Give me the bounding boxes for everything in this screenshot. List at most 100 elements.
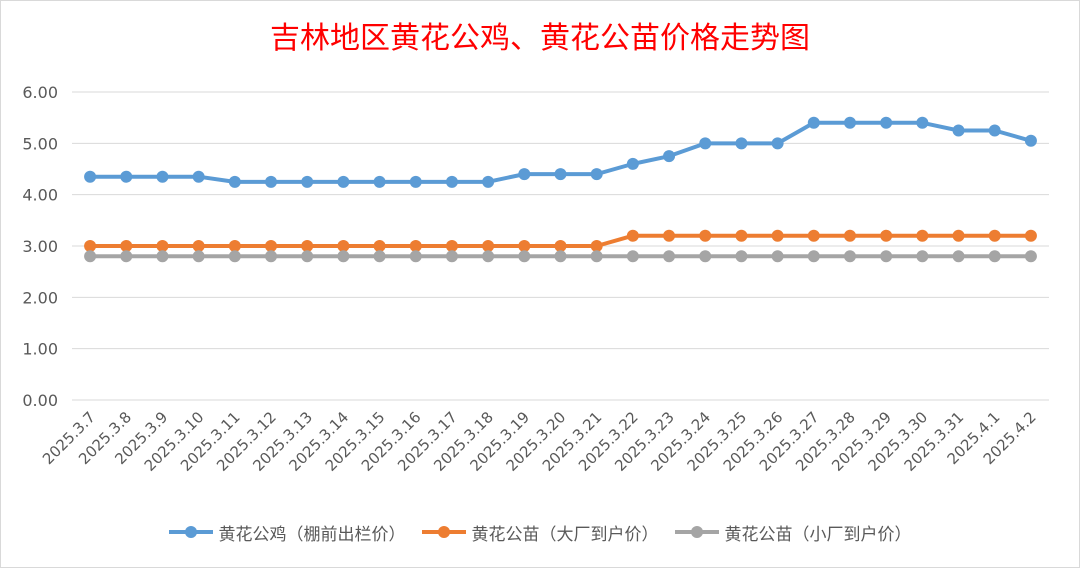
data-point <box>265 250 278 263</box>
data-point <box>988 250 1001 263</box>
data-point <box>445 250 458 263</box>
data-point <box>1024 229 1037 242</box>
series-layer <box>84 116 1037 263</box>
data-point <box>84 250 97 263</box>
data-point <box>554 240 567 252</box>
data-point <box>952 124 965 137</box>
legend-swatch <box>168 526 213 538</box>
data-point <box>988 229 1001 242</box>
legend-swatch <box>674 526 719 538</box>
data-point <box>626 157 639 170</box>
data-point <box>518 168 531 181</box>
y-tick-label: 2.00 <box>22 288 58 307</box>
data-point <box>771 250 784 263</box>
data-point <box>120 250 133 263</box>
data-point <box>228 175 241 188</box>
legend-item-1: 黄花公苗（大厂到户价） <box>421 520 659 545</box>
data-point <box>807 116 820 129</box>
y-tick-label: 4.00 <box>22 186 58 205</box>
data-point <box>735 137 748 150</box>
data-point <box>843 229 856 242</box>
gridlines <box>72 91 1049 401</box>
data-point <box>663 229 676 242</box>
data-point <box>120 240 133 252</box>
data-point <box>445 240 458 252</box>
data-point <box>373 240 386 252</box>
legend-item-2: 黄花公苗（小厂到户价） <box>674 520 912 545</box>
chart-title: 吉林地区黄花公鸡、黄花公苗价格走势图 <box>270 21 810 56</box>
legend-label: 黄花公苗（大厂到户价） <box>471 524 659 545</box>
data-point <box>409 250 422 263</box>
data-point <box>916 229 929 242</box>
data-point <box>518 250 531 263</box>
data-point <box>1024 134 1037 147</box>
series-1 <box>84 229 1037 252</box>
data-point <box>807 229 820 242</box>
data-point <box>735 250 748 263</box>
data-point <box>337 175 350 188</box>
data-point <box>337 240 350 252</box>
data-point <box>663 150 676 163</box>
data-point <box>373 250 386 263</box>
data-point <box>626 250 639 263</box>
data-point <box>699 250 712 263</box>
data-point <box>554 168 567 181</box>
data-point <box>482 175 495 188</box>
data-point <box>916 250 929 263</box>
data-point <box>590 168 603 181</box>
data-point <box>843 250 856 263</box>
y-tick-label: 1.00 <box>22 340 58 359</box>
data-point <box>880 116 893 129</box>
y-axis-ticks: 0.00 1.00 2.00 3.00 4.00 5.00 6.00 <box>22 83 58 410</box>
data-point <box>735 229 748 242</box>
legend-item-0: 黄花公鸡（棚前出栏价） <box>168 520 406 545</box>
data-point <box>409 240 422 252</box>
data-point <box>192 250 205 263</box>
data-point <box>373 175 386 188</box>
data-point <box>301 240 314 252</box>
y-tick-label: 0.00 <box>22 391 58 410</box>
data-point <box>916 116 929 129</box>
legend-swatch <box>421 526 466 538</box>
data-point <box>952 229 965 242</box>
data-point <box>84 170 97 183</box>
data-point <box>590 250 603 263</box>
data-point <box>445 175 458 188</box>
data-point <box>1024 250 1037 263</box>
data-point <box>265 175 278 188</box>
data-point <box>482 250 495 263</box>
data-point <box>626 229 639 242</box>
series-2 <box>84 250 1037 263</box>
data-point <box>880 229 893 242</box>
data-point <box>84 240 97 252</box>
x-axis-ticks: 2025.3.72025.3.82025.3.92025.3.102025.3.… <box>39 408 1040 475</box>
data-point <box>771 137 784 150</box>
data-point <box>301 175 314 188</box>
data-point <box>988 124 1001 137</box>
data-point <box>771 229 784 242</box>
data-point <box>843 116 856 129</box>
data-point <box>265 240 278 252</box>
legend-label: 黄花公苗（小厂到户价） <box>724 524 912 545</box>
data-point <box>301 250 314 263</box>
y-tick-label: 6.00 <box>22 83 58 102</box>
data-point <box>699 229 712 242</box>
data-point <box>590 240 603 252</box>
series-0 <box>84 116 1037 188</box>
data-point <box>228 240 241 252</box>
data-point <box>699 137 712 150</box>
data-point <box>807 250 820 263</box>
chart-legend: 黄花公鸡（棚前出栏价） 黄花公苗（大厂到户价） 黄花公苗（小厂到户价） <box>0 515 1080 549</box>
data-point <box>192 240 205 252</box>
data-point <box>663 250 676 263</box>
data-point <box>518 240 531 252</box>
data-point <box>156 240 169 252</box>
data-point <box>228 250 241 263</box>
data-point <box>337 250 350 263</box>
data-point <box>880 250 893 263</box>
data-point <box>120 170 133 183</box>
data-point <box>156 170 169 183</box>
data-point <box>952 250 965 263</box>
